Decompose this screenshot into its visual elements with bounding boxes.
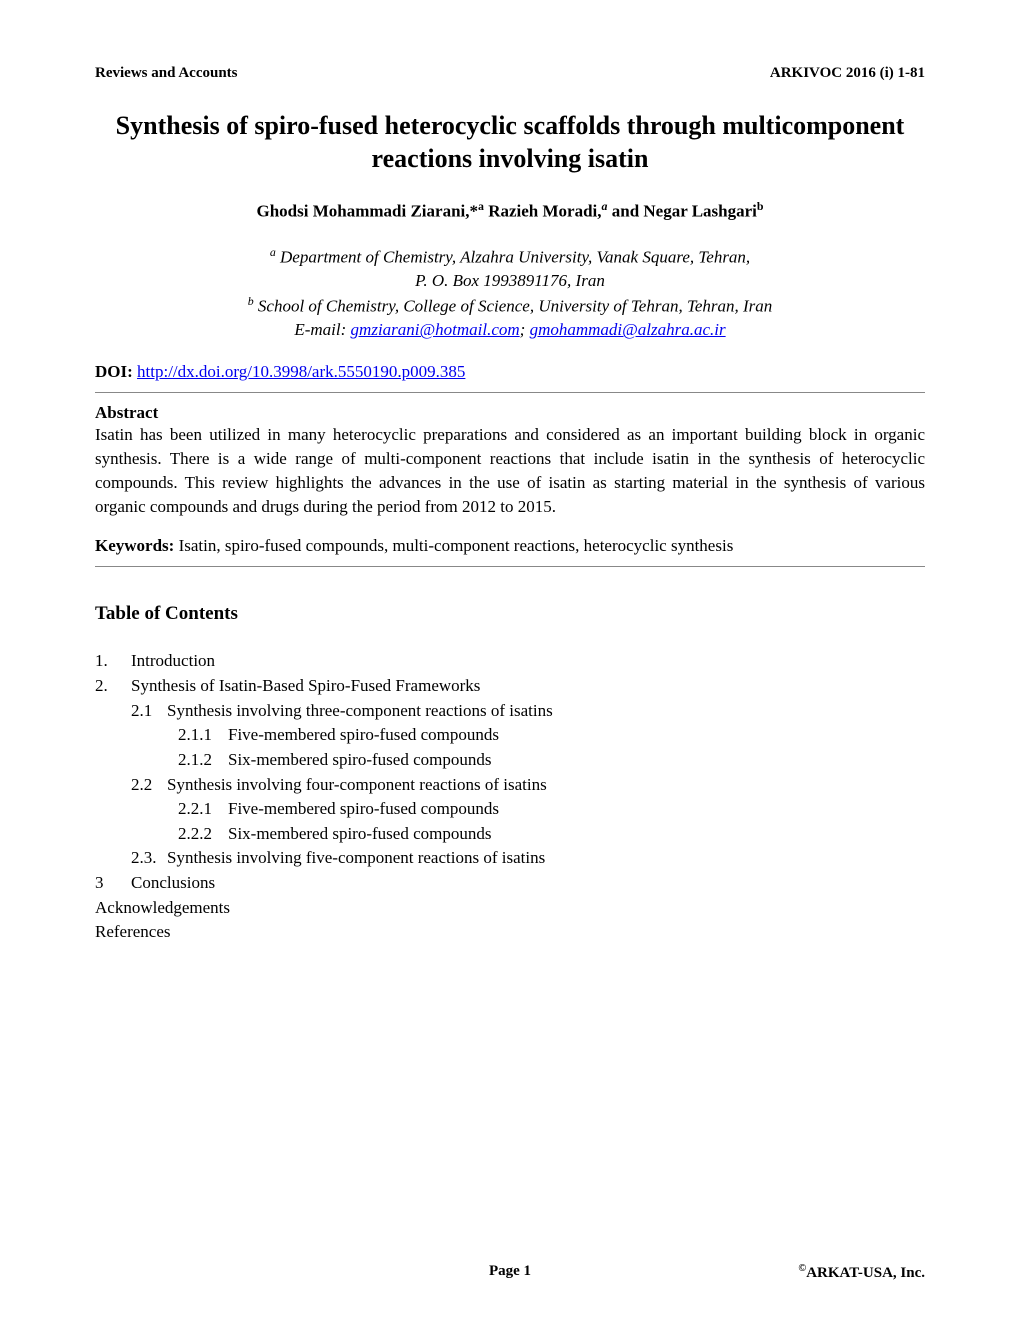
toc-number: 2.1 [131,699,167,724]
toc-number: 2. [95,674,131,699]
author-3: and Negar Lashgari [607,202,756,221]
toc-text: Six-membered spiro-fused compounds [228,822,491,847]
toc-item-level3: 2.1.1Five-membered spiro-fused compounds [95,723,925,748]
toc-heading: Table of Contents [95,603,925,625]
affiliation-a-text: Department of Chemistry, Alzahra Univers… [276,247,750,266]
toc-number: 1. [95,649,131,674]
toc-item-level3: 2.2.1Five-membered spiro-fused compounds [95,797,925,822]
toc-number: 2.1.1 [178,723,228,748]
divider-top [95,392,925,393]
affiliation-b-text: School of Chemistry, College of Science,… [254,297,773,316]
toc-number: 2.2.2 [178,822,228,847]
toc-text: Synthesis of Isatin-Based Spiro-Fused Fr… [131,674,480,699]
running-header: Reviews and Accounts ARKIVOC 2016 (i) 1-… [95,65,925,82]
toc-text: Synthesis involving three-component reac… [167,699,553,724]
doi-label: DOI: [95,362,137,381]
toc-number: 2.2 [131,773,167,798]
page-footer: Page 1 ©ARKAT-USA, Inc. [95,1263,925,1280]
toc-item-level1: 3Conclusions [95,871,925,896]
author-3-sup: b [757,199,764,213]
toc-number: 2.3. [131,846,167,871]
affiliations-block: a Department of Chemistry, Alzahra Unive… [95,244,925,343]
affiliation-a-line2: P. O. Box 1993891176, Iran [95,269,925,293]
toc-item-level2: 2.2Synthesis involving four-component re… [95,773,925,798]
toc-item-level2: 2.1Synthesis involving three-component r… [95,699,925,724]
keywords-line: Keywords: Isatin, spiro-fused compounds,… [95,536,925,556]
affiliation-a: a Department of Chemistry, Alzahra Unive… [95,244,925,269]
email-separator: ; [520,320,530,339]
abstract-text: Isatin has been utilized in many heteroc… [95,423,925,518]
authors-line: Ghodsi Mohammadi Ziarani,*a Razieh Morad… [95,199,925,222]
toc-text: Conclusions [131,871,215,896]
keywords-text: Isatin, spiro-fused compounds, multi-com… [179,536,734,555]
email-line: E-mail: gmziarani@hotmail.com; gmohammad… [95,318,925,342]
email-label: E-mail: [294,320,350,339]
toc-number: 2.1.2 [178,748,228,773]
abstract-heading: Abstract [95,403,925,423]
toc-text: Six-membered spiro-fused compounds [228,748,491,773]
toc-text: Synthesis involving four-component react… [167,773,547,798]
toc-number: 3 [95,871,131,896]
toc-text: Five-membered spiro-fused compounds [228,797,499,822]
doi-section: DOI: http://dx.doi.org/10.3998/ark.55501… [95,362,925,382]
toc-item-level3: 2.2.2Six-membered spiro-fused compounds [95,822,925,847]
toc-text: Introduction [131,649,215,674]
toc-number: 2.2.1 [178,797,228,822]
author-1: Ghodsi Mohammadi Ziarani,* [256,202,478,221]
divider-bottom [95,566,925,567]
keywords-label: Keywords: [95,536,179,555]
toc-item-level1: 1.Introduction [95,649,925,674]
footer-publisher: ©ARKAT-USA, Inc. [798,1263,925,1282]
toc-item-level2: 2.3.Synthesis involving five-component r… [95,846,925,871]
toc-item-level3: 2.1.2Six-membered spiro-fused compounds [95,748,925,773]
email-link-1[interactable]: gmziarani@hotmail.com [351,320,520,339]
toc-text: Synthesis involving five-component react… [167,846,545,871]
toc-item-plain: Acknowledgements [95,896,925,921]
header-left: Reviews and Accounts [95,65,238,82]
toc-item-plain: References [95,920,925,945]
doi-link[interactable]: http://dx.doi.org/10.3998/ark.5550190.p0… [137,362,465,381]
affiliation-b: b School of Chemistry, College of Scienc… [95,293,925,318]
email-link-2[interactable]: gmohammadi@alzahra.ac.ir [530,320,726,339]
toc-item-level1: 2.Synthesis of Isatin-Based Spiro-Fused … [95,674,925,699]
toc-text: Five-membered spiro-fused compounds [228,723,499,748]
article-title: Synthesis of spiro-fused heterocyclic sc… [95,110,925,175]
header-right: ARKIVOC 2016 (i) 1-81 [770,65,925,82]
author-2: Razieh Moradi, [484,202,602,221]
publisher-name: ARKAT-USA, Inc. [806,1265,925,1281]
table-of-contents: 1.Introduction2.Synthesis of Isatin-Base… [95,649,925,945]
